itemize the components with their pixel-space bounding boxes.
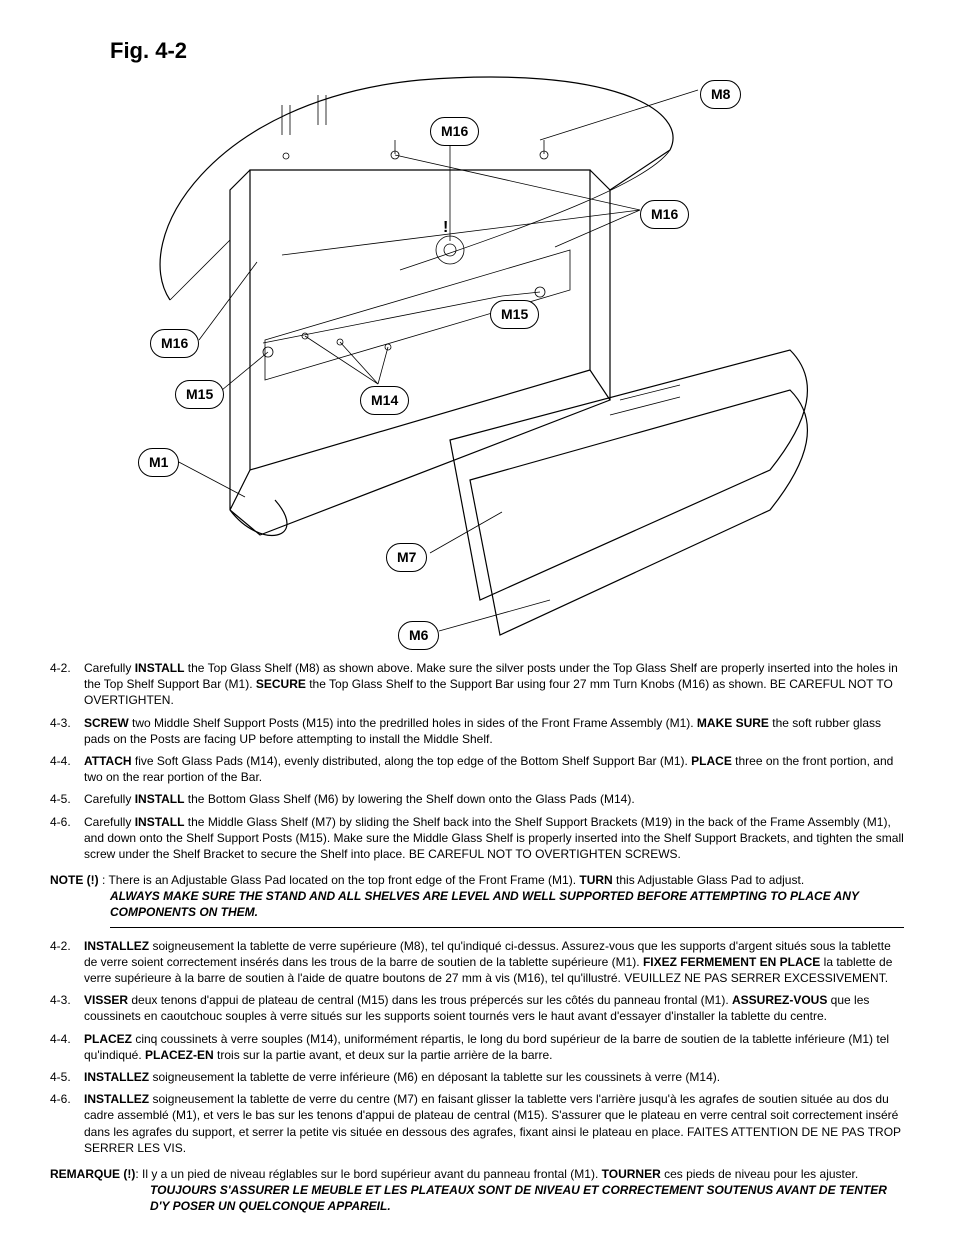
note-english: NOTE (!) : There is an Adjustable Glass …: [50, 872, 904, 928]
step-en-3: 4-4.ATTACH five Soft Glass Pads (M14), e…: [50, 753, 904, 785]
remarque-tail: ces pieds de niveau pour les ajuster.: [661, 1167, 858, 1181]
step-en-5: 4-6.Carefully INSTALL the Middle Glass S…: [50, 814, 904, 863]
note-tail: this Adjustable Glass Pad to adjust.: [613, 873, 804, 887]
step-en-2: 4-3.SCREW two Middle Shelf Support Posts…: [50, 715, 904, 747]
callout-m16c: M16: [150, 329, 199, 358]
remarque-lead: : Il y a un pied de niveau réglables sur…: [135, 1167, 601, 1181]
callout-m8: M8: [700, 80, 741, 109]
callout-m7: M7: [386, 543, 427, 572]
callout-m14: M14: [360, 386, 409, 415]
note-emphasis: ALWAYS MAKE SURE THE STAND AND ALL SHELV…: [110, 888, 904, 927]
assembly-diagram: ! M8M16M16M15M16M15M14M1M7M6: [50, 40, 904, 640]
note-label: NOTE (!): [50, 873, 102, 887]
step-text: Carefully INSTALL the Bottom Glass Shelf…: [84, 791, 904, 807]
step-text: INSTALLEZ soigneusement la tablette de v…: [84, 1069, 904, 1085]
remarque-french: REMARQUE (!): Il y a un pied de niveau r…: [50, 1166, 904, 1215]
svg-text:!: !: [443, 219, 448, 236]
step-fr-1: 4-2.INSTALLEZ soigneusement la tablette …: [50, 938, 904, 987]
callout-m1: M1: [138, 448, 179, 477]
step-text: PLACEZ cinq coussinets à verre souples (…: [84, 1031, 904, 1063]
remarque-emphasis: TOUJOURS S'ASSURER LE MEUBLE ET LES PLAT…: [150, 1182, 904, 1214]
step-number: 4-2.: [50, 938, 84, 987]
step-text: VISSER deux tenons d'appui de plateau de…: [84, 992, 904, 1024]
step-fr-4: 4-5.INSTALLEZ soigneusement la tablette …: [50, 1069, 904, 1085]
callout-m16b: M16: [640, 200, 689, 229]
step-number: 4-5.: [50, 791, 84, 807]
remarque-bold: TOURNER: [602, 1167, 661, 1181]
note-lead: : There is an Adjustable Glass Pad locat…: [102, 873, 579, 887]
step-en-4: 4-5.Carefully INSTALL the Bottom Glass S…: [50, 791, 904, 807]
step-text: Carefully INSTALL the Top Glass Shelf (M…: [84, 660, 904, 709]
step-fr-3: 4-4.PLACEZ cinq coussinets à verre soupl…: [50, 1031, 904, 1063]
instructions-english: 4-2.Carefully INSTALL the Top Glass Shel…: [50, 660, 904, 928]
note-bold: TURN: [579, 873, 612, 887]
step-number: 4-2.: [50, 660, 84, 709]
step-number: 4-4.: [50, 1031, 84, 1063]
step-text: INSTALLEZ soigneusement la tablette de v…: [84, 1091, 904, 1156]
step-number: 4-3.: [50, 715, 84, 747]
step-text: Carefully INSTALL the Middle Glass Shelf…: [84, 814, 904, 863]
step-number: 4-3.: [50, 992, 84, 1024]
step-en-1: 4-2.Carefully INSTALL the Top Glass Shel…: [50, 660, 904, 709]
remarque-label: REMARQUE (!): [50, 1167, 135, 1181]
callout-m16a: M16: [430, 117, 479, 146]
step-text: SCREW two Middle Shelf Support Posts (M1…: [84, 715, 904, 747]
step-text: ATTACH five Soft Glass Pads (M14), evenl…: [84, 753, 904, 785]
callout-m6: M6: [398, 621, 439, 650]
step-number: 4-4.: [50, 753, 84, 785]
step-number: 4-5.: [50, 1069, 84, 1085]
step-fr-2: 4-3.VISSER deux tenons d'appui de platea…: [50, 992, 904, 1024]
callout-m15b: M15: [175, 380, 224, 409]
step-number: 4-6.: [50, 814, 84, 863]
step-fr-5: 4-6.INSTALLEZ soigneusement la tablette …: [50, 1091, 904, 1156]
instructions-french: 4-2.INSTALLEZ soigneusement la tablette …: [50, 938, 904, 1215]
callout-m15a: M15: [490, 300, 539, 329]
step-text: INSTALLEZ soigneusement la tablette de v…: [84, 938, 904, 987]
step-number: 4-6.: [50, 1091, 84, 1156]
